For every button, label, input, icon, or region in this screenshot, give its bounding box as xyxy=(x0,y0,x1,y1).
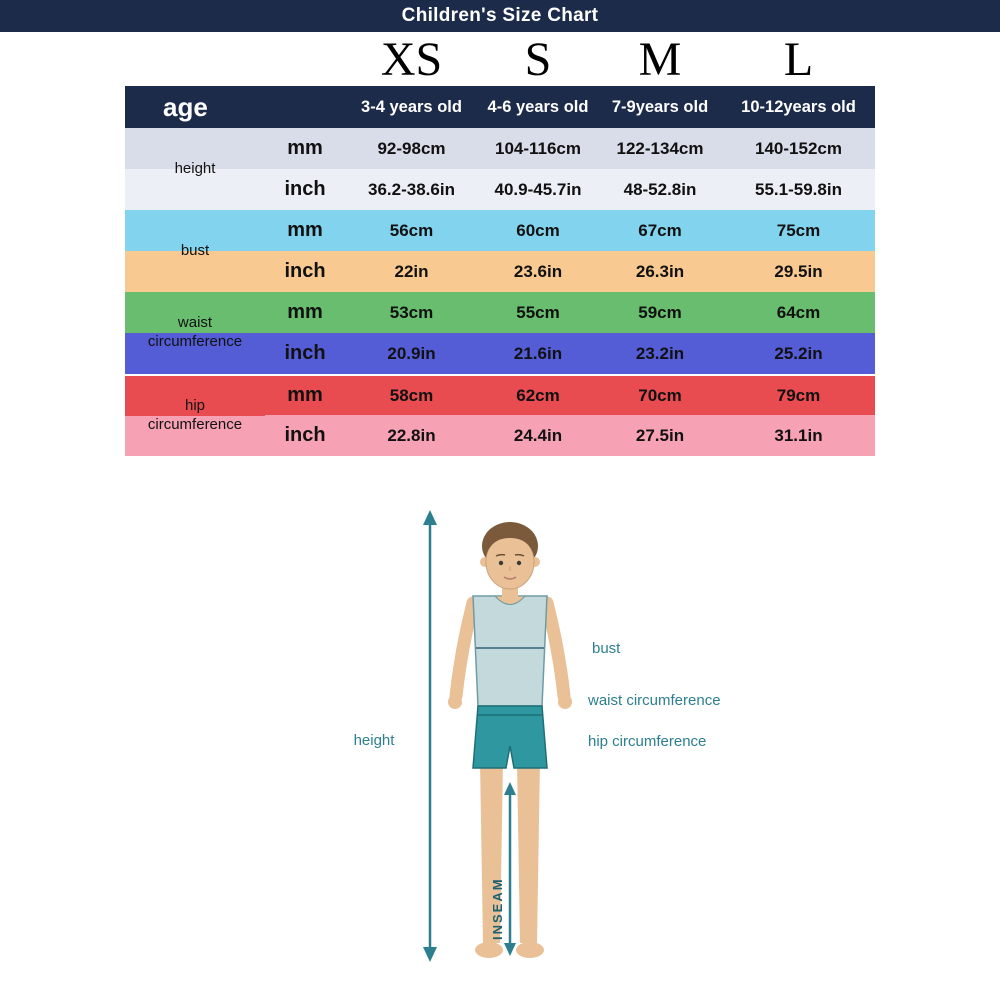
unit-cell-height-inch: inch xyxy=(265,169,345,210)
value-cell: 62cm xyxy=(478,374,598,415)
value-cell: 40.9-45.7in xyxy=(478,169,598,210)
age-header-cell: age xyxy=(125,86,345,128)
value-cell: 56cm xyxy=(345,210,478,251)
row-label-height: height xyxy=(125,128,265,210)
value-cell: 140-152cm xyxy=(722,128,875,169)
value-cell: 22in xyxy=(345,251,478,292)
height-label: height xyxy=(354,732,396,749)
col-header-xs: 3-4 years old xyxy=(345,86,478,128)
size-letters-row: XS S M L xyxy=(125,36,875,84)
unit-cell-hip-mm: mm xyxy=(265,374,345,415)
col-header-s: 4-6 years old xyxy=(478,86,598,128)
value-cell: 92-98cm xyxy=(345,128,478,169)
size-letter-s: S xyxy=(524,33,552,86)
value-cell: 23.2in xyxy=(598,333,722,374)
measurement-figure: height xyxy=(354,510,721,962)
inseam-label: INSEAM xyxy=(490,877,505,940)
value-cell: 24.4in xyxy=(478,415,598,456)
value-cell: 22.8in xyxy=(345,415,478,456)
page-title: Children's Size Chart xyxy=(401,5,599,26)
value-cell: 75cm xyxy=(722,210,875,251)
title-bar: Children's Size Chart xyxy=(0,0,1000,32)
unit-cell-bust-mm: mm xyxy=(265,210,345,251)
size-chart-table: age 3-4 years old 4-6 years old 7-9years… xyxy=(125,86,875,456)
row-label-hip: hip circumference xyxy=(125,374,265,456)
bust-label: bust xyxy=(592,640,621,657)
value-cell: 29.5in xyxy=(722,251,875,292)
unit-cell-waist-mm: mm xyxy=(265,292,345,333)
size-letter-xs: XS xyxy=(380,33,443,86)
value-cell: 36.2-38.6in xyxy=(345,169,478,210)
value-cell: 26.3in xyxy=(598,251,722,292)
value-cell: 21.6in xyxy=(478,333,598,374)
unit-cell-height-mm: mm xyxy=(265,128,345,169)
value-cell: 79cm xyxy=(722,374,875,415)
value-cell: 31.1in xyxy=(722,415,875,456)
col-header-m: 7-9years old xyxy=(598,86,722,128)
waist-label: waist circumference xyxy=(587,692,721,709)
size-letter-m: M xyxy=(638,33,682,86)
value-cell: 70cm xyxy=(598,374,722,415)
value-cell: 25.2in xyxy=(722,333,875,374)
value-cell: 64cm xyxy=(722,292,875,333)
unit-cell-waist-inch: inch xyxy=(265,333,345,374)
row-label-bust: bust xyxy=(125,210,265,292)
value-cell: 20.9in xyxy=(345,333,478,374)
value-cell: 53cm xyxy=(345,292,478,333)
value-cell: 60cm xyxy=(478,210,598,251)
unit-cell-bust-inch: inch xyxy=(265,251,345,292)
value-cell: 23.6in xyxy=(478,251,598,292)
value-cell: 58cm xyxy=(345,374,478,415)
row-label-waist: waist circumference xyxy=(125,292,265,374)
value-cell: 27.5in xyxy=(598,415,722,456)
value-cell: 55.1-59.8in xyxy=(722,169,875,210)
size-letter-l: L xyxy=(783,33,814,86)
hip-label: hip circumference xyxy=(588,733,706,750)
value-cell: 59cm xyxy=(598,292,722,333)
col-header-l: 10-12years old xyxy=(722,86,875,128)
value-cell: 122-134cm xyxy=(598,128,722,169)
inseam-arrow-icon xyxy=(504,782,516,956)
value-cell: 55cm xyxy=(478,292,598,333)
value-cell: 104-116cm xyxy=(478,128,598,169)
value-cell: 48-52.8in xyxy=(598,169,722,210)
height-arrow-icon xyxy=(423,510,437,962)
value-cell: 67cm xyxy=(598,210,722,251)
boy-illustration xyxy=(448,522,572,958)
unit-cell-hip-inch: inch xyxy=(265,415,345,456)
